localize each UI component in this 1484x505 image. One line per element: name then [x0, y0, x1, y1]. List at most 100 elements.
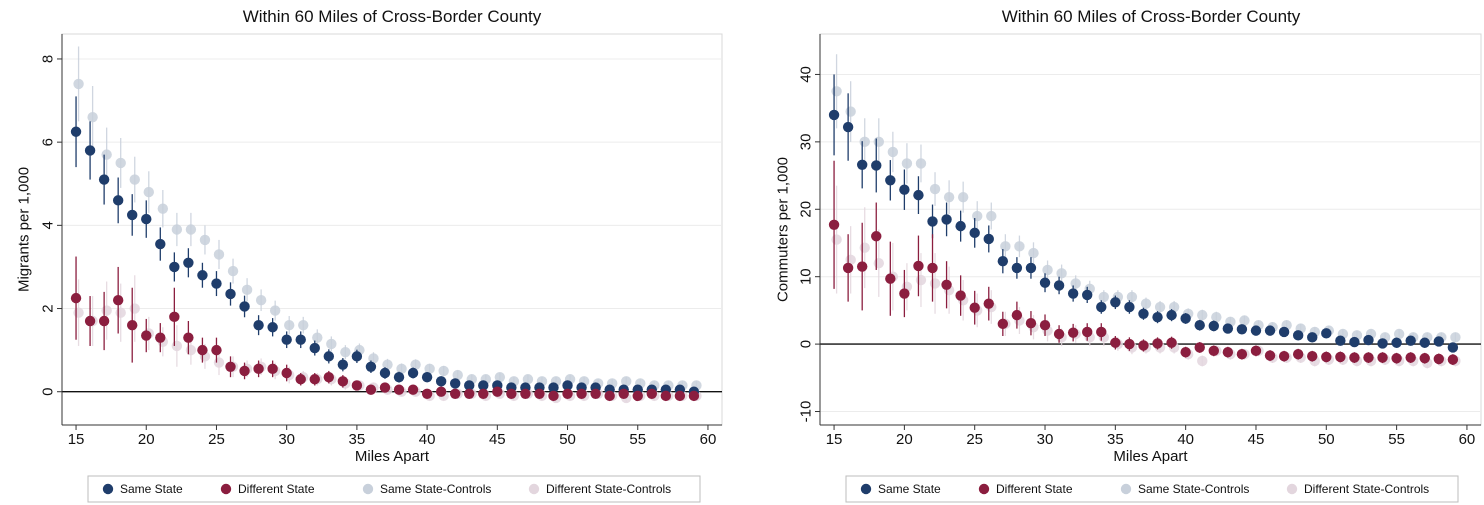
data-point: [112, 295, 124, 306]
data-point: [842, 121, 854, 133]
legend-marker: [1120, 483, 1132, 495]
data-point: [1152, 338, 1163, 349]
data-point: [955, 220, 966, 232]
x-tick-label: 40: [419, 431, 436, 448]
data-point: [169, 261, 180, 273]
data-point: [478, 380, 489, 391]
legend-label: Same State-Controls: [380, 482, 491, 496]
x-tick-label: 45: [489, 431, 506, 448]
y-tick-label: 30: [798, 134, 815, 151]
data-point: [913, 189, 924, 201]
y-tick-label: 40: [798, 66, 815, 83]
data-point: [295, 334, 306, 345]
data-point: [969, 227, 980, 239]
data-point: [562, 380, 573, 391]
data-point: [885, 175, 896, 186]
data-point: [1405, 352, 1416, 363]
data-point: [337, 376, 349, 387]
data-point: [929, 183, 941, 195]
data-point: [1393, 328, 1405, 340]
legend-marker: [860, 483, 872, 495]
plot-area: [819, 33, 1482, 426]
data-point: [621, 376, 632, 387]
y-axis-title: Commuters per 1,000: [775, 157, 792, 302]
data-point: [129, 303, 140, 314]
data-point: [112, 195, 124, 206]
data-point: [281, 367, 292, 379]
data-point: [155, 238, 166, 250]
data-point: [871, 160, 882, 171]
data-point: [1138, 340, 1149, 351]
data-point: [396, 363, 407, 375]
x-tick-label: 35: [1107, 431, 1124, 448]
data-point: [1222, 346, 1234, 358]
data-point: [873, 258, 884, 269]
data-point: [1391, 353, 1402, 364]
data-point: [185, 344, 197, 356]
legend-marker: [528, 483, 540, 495]
data-point: [1011, 262, 1023, 274]
legend: Same State Different State Same State-Cont…: [845, 475, 1459, 503]
x-axis-title: Miles Apart: [1113, 448, 1188, 465]
data-point: [281, 334, 292, 345]
data-point: [435, 386, 447, 397]
data-point: [534, 388, 545, 400]
data-point: [267, 322, 278, 333]
data-point: [1307, 332, 1318, 343]
data-point: [1124, 301, 1135, 313]
data-point: [1278, 326, 1290, 338]
data-point: [1211, 311, 1222, 323]
data-point: [438, 365, 449, 377]
data-point: [309, 342, 320, 354]
data-point: [127, 209, 138, 221]
data-point: [365, 384, 377, 395]
data-point: [337, 359, 349, 370]
y-tick-label: -10: [798, 401, 815, 423]
data-point: [1067, 327, 1079, 338]
data-point: [828, 219, 840, 230]
data-point: [351, 351, 363, 362]
data-point: [831, 234, 842, 245]
data-point: [1419, 353, 1430, 364]
data-point: [972, 210, 983, 222]
data-point: [407, 367, 419, 379]
data-point: [1025, 262, 1037, 274]
data-point: [171, 340, 183, 352]
data-point: [871, 231, 882, 242]
data-point: [464, 380, 475, 391]
data-point: [435, 376, 447, 387]
chart-panel-1: 0 2 4 6 8 15 20 25 30 35 40 45 50 55 60 Within 60 Miles…: [16, 7, 723, 503]
data-point: [927, 216, 938, 227]
data-point: [941, 279, 952, 290]
data-point: [1447, 354, 1459, 365]
data-point: [1154, 301, 1166, 313]
data-point: [1239, 315, 1250, 326]
data-point: [997, 318, 1009, 330]
data-point: [943, 191, 955, 203]
legend-marker: [362, 483, 374, 495]
data-point: [213, 357, 225, 368]
data-point: [899, 184, 910, 195]
data-point: [1447, 342, 1459, 353]
data-point: [1110, 297, 1121, 308]
data-point: [915, 274, 927, 286]
data-point: [73, 307, 84, 318]
data-point: [915, 158, 927, 169]
data-point: [449, 378, 461, 389]
y-tick-label: 0: [798, 340, 815, 348]
data-point: [1197, 355, 1208, 367]
data-point: [157, 203, 169, 214]
data-point: [520, 388, 531, 400]
data-point: [1166, 337, 1177, 348]
y-tick-label: 0: [40, 388, 57, 396]
series-different-state: [70, 256, 700, 402]
data-point: [899, 288, 910, 299]
data-point: [84, 315, 96, 327]
data-point: [1250, 325, 1262, 336]
data-point: [73, 78, 84, 90]
data-point: [1096, 326, 1107, 338]
data-point: [1194, 342, 1205, 353]
data-point: [1180, 313, 1191, 324]
x-tick-label: 50: [1318, 431, 1335, 448]
legend-marker: [978, 483, 990, 495]
